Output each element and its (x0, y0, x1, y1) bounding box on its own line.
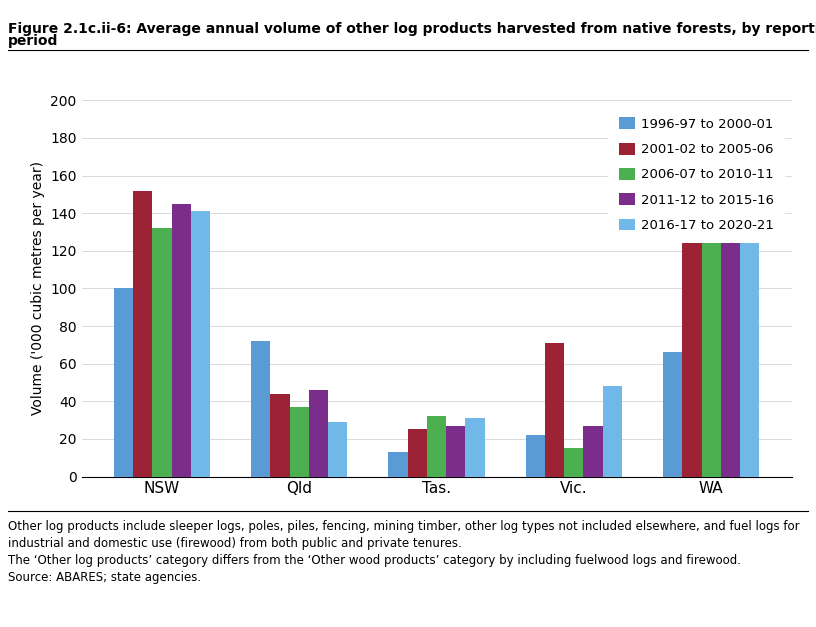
Bar (603, 386, 622, 477)
Text: period: period (8, 34, 59, 48)
Bar (191, 211, 210, 477)
Bar (388, 452, 408, 477)
Bar (564, 448, 583, 477)
Bar (663, 352, 682, 477)
Bar (328, 422, 348, 477)
Bar (740, 138, 759, 477)
Text: Figure 2.1c.ii-6: Average annual volume of other log products harvested from nat: Figure 2.1c.ii-6: Average annual volume … (8, 22, 816, 36)
Bar (408, 429, 427, 477)
Bar (465, 418, 485, 477)
Bar (427, 416, 446, 477)
Bar (702, 213, 721, 477)
Text: Other log products include sleeper logs, poles, piles, fencing, mining timber, o: Other log products include sleeper logs,… (8, 520, 800, 584)
Bar (153, 228, 171, 477)
Bar (290, 407, 309, 477)
Bar (446, 426, 465, 477)
Y-axis label: Volume ('000 cubic metres per year): Volume ('000 cubic metres per year) (31, 161, 45, 416)
Bar (682, 226, 702, 477)
Bar (545, 343, 564, 477)
Bar (171, 204, 191, 477)
Bar (526, 435, 545, 477)
Bar (251, 341, 270, 477)
Bar (309, 390, 328, 477)
Bar (114, 288, 133, 477)
Bar (721, 209, 740, 477)
Legend: 1996-97 to 2000-01, 2001-02 to 2005-06, 2006-07 to 2010-11, 2011-12 to 2015-16, : 1996-97 to 2000-01, 2001-02 to 2005-06, … (609, 107, 785, 243)
Bar (583, 426, 603, 477)
Bar (133, 191, 153, 477)
Bar (270, 394, 290, 477)
